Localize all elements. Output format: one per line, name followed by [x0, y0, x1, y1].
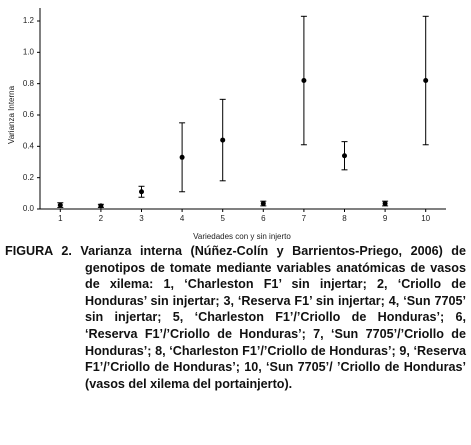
point [342, 153, 347, 159]
point [220, 137, 226, 143]
point [57, 202, 63, 208]
point [139, 189, 144, 195]
point [382, 201, 388, 207]
point [260, 201, 266, 207]
y-tick-label: 1.0 [23, 47, 35, 56]
y-axis-label: Varianza Interna [7, 85, 16, 144]
y-tick-label: 0.2 [23, 173, 35, 182]
x-tick-label: 4 [180, 214, 185, 223]
point [179, 154, 185, 160]
x-axis-label: Variedades con y sin injerto [193, 232, 291, 241]
y-tick-label: 0.8 [23, 79, 35, 88]
y-tick-label: 0.6 [23, 110, 35, 119]
x-tick-label: 8 [342, 214, 347, 223]
y-tick-label: 0.4 [23, 141, 35, 150]
x-tick-label: 10 [421, 214, 430, 223]
caption-label: FIGURA 2. [5, 244, 72, 258]
caption: FIGURA 2. Varianza interna (Núñez-Colín … [5, 243, 466, 392]
y-tick-label: 1.2 [23, 16, 35, 25]
x-tick-label: 3 [139, 214, 144, 223]
x-tick-label: 5 [220, 214, 225, 223]
point [301, 78, 307, 84]
x-tick-label: 6 [261, 214, 266, 223]
chart: Varianza Interna Variedades con y sin in… [7, 8, 446, 241]
y-tick-label: 0.0 [23, 204, 35, 213]
caption-text: Varianza interna (Núñez-Colín y Barrient… [80, 244, 467, 391]
point [423, 78, 429, 84]
x-tick-label: 7 [302, 214, 307, 223]
x-tick-label: 9 [383, 214, 388, 223]
point [98, 203, 104, 209]
x-tick-label: 2 [99, 214, 104, 223]
x-tick-label: 1 [58, 214, 63, 223]
